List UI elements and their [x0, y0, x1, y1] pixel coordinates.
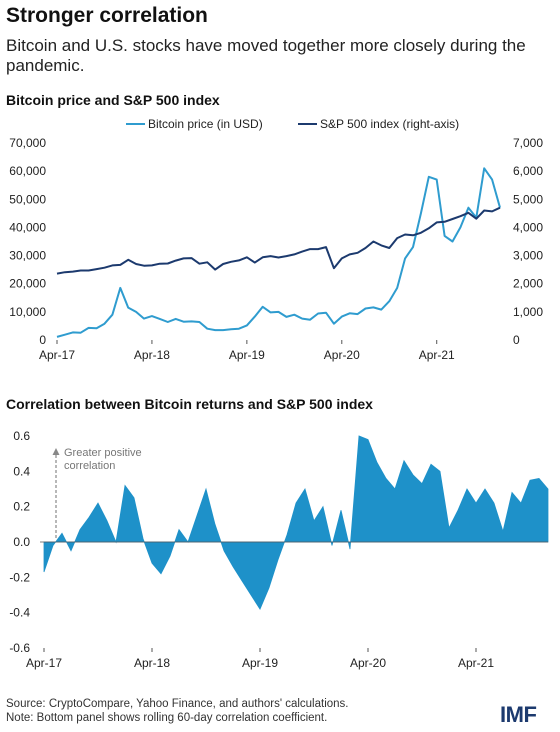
- y-right-tick-label: 3,000: [513, 249, 543, 263]
- y-left-tick-label: 60,000: [9, 164, 46, 178]
- x-tick-label: Apr-19: [242, 656, 278, 670]
- x-tick-label: Apr-19: [229, 348, 265, 362]
- panel2-title: Correlation between Bitcoin returns and …: [6, 396, 373, 412]
- y-tick-label: -0.6: [9, 641, 30, 655]
- footer-notes: Source: CryptoCompare, Yahoo Finance, an…: [6, 697, 349, 725]
- y-left-tick-label: 40,000: [9, 220, 46, 234]
- correlation-area: [43, 435, 549, 610]
- panel1-axes: 0 10,000 20,000 30,000 40,000 50,000 60,000 70,…: [9, 136, 543, 362]
- y-right-tick-label: 0: [513, 333, 520, 347]
- y-right-tick-label: 1,000: [513, 305, 543, 319]
- panel2-plot: [40, 435, 549, 610]
- y-right-tick-label: 4,000: [513, 220, 543, 234]
- x-tick-label: Apr-20: [324, 348, 360, 362]
- y-left-tick-label: 50,000: [9, 192, 46, 206]
- x-tick-label: Apr-20: [350, 656, 386, 670]
- page-subtitle: Bitcoin and U.S. stocks have moved toget…: [6, 36, 526, 75]
- panel1-title: Bitcoin price and S&P 500 index: [6, 92, 220, 108]
- y-right-tick-label: 7,000: [513, 136, 543, 150]
- y-right-tick-label: 6,000: [513, 164, 543, 178]
- y-tick-label: 0.2: [13, 500, 30, 514]
- annotation-arrowhead: [52, 448, 60, 455]
- y-tick-label: -0.2: [9, 570, 30, 584]
- y-right-tick-label: 5,000: [513, 192, 543, 206]
- y-left-tick-label: 10,000: [9, 305, 46, 319]
- x-tick-label: Apr-21: [458, 656, 494, 670]
- y-left-tick-label: 0: [39, 333, 46, 347]
- panel1-plot: [56, 167, 501, 338]
- page-title: Stronger correlation: [6, 4, 208, 27]
- bitcoin-price-line: [56, 167, 501, 338]
- y-tick-label: 0.4: [13, 464, 30, 478]
- annotation-label: Greater positive correlation: [64, 447, 142, 472]
- y-left-tick-label: 70,000: [9, 136, 46, 150]
- x-tick-label: Apr-17: [39, 348, 75, 362]
- x-tick-label: Apr-18: [134, 656, 170, 670]
- y-tick-label: -0.4: [9, 606, 30, 620]
- source-note: Source: CryptoCompare, Yahoo Finance, an…: [6, 698, 349, 710]
- y-right-tick-label: 2,000: [513, 277, 543, 291]
- y-left-tick-label: 20,000: [9, 277, 46, 291]
- imf-logo: IMF: [500, 702, 537, 727]
- y-tick-label: 0.6: [13, 429, 30, 443]
- x-tick-label: Apr-17: [26, 656, 62, 670]
- legend-label-bitcoin: Bitcoin price (in USD): [148, 117, 263, 131]
- x-tick-label: Apr-18: [134, 348, 170, 362]
- panel2-annotation: Greater positive correlation: [52, 447, 142, 538]
- panel1-legend: Bitcoin price (in USD) S&P 500 index (ri…: [126, 117, 459, 131]
- x-tick-label: Apr-21: [419, 348, 455, 362]
- method-note: Note: Bottom panel shows rolling 60-day …: [6, 712, 328, 724]
- legend-label-sp500: S&P 500 index (right-axis): [320, 117, 459, 131]
- y-left-tick-label: 30,000: [9, 249, 46, 263]
- sp500-index-line: [56, 206, 501, 275]
- y-tick-label: 0.0: [13, 535, 30, 549]
